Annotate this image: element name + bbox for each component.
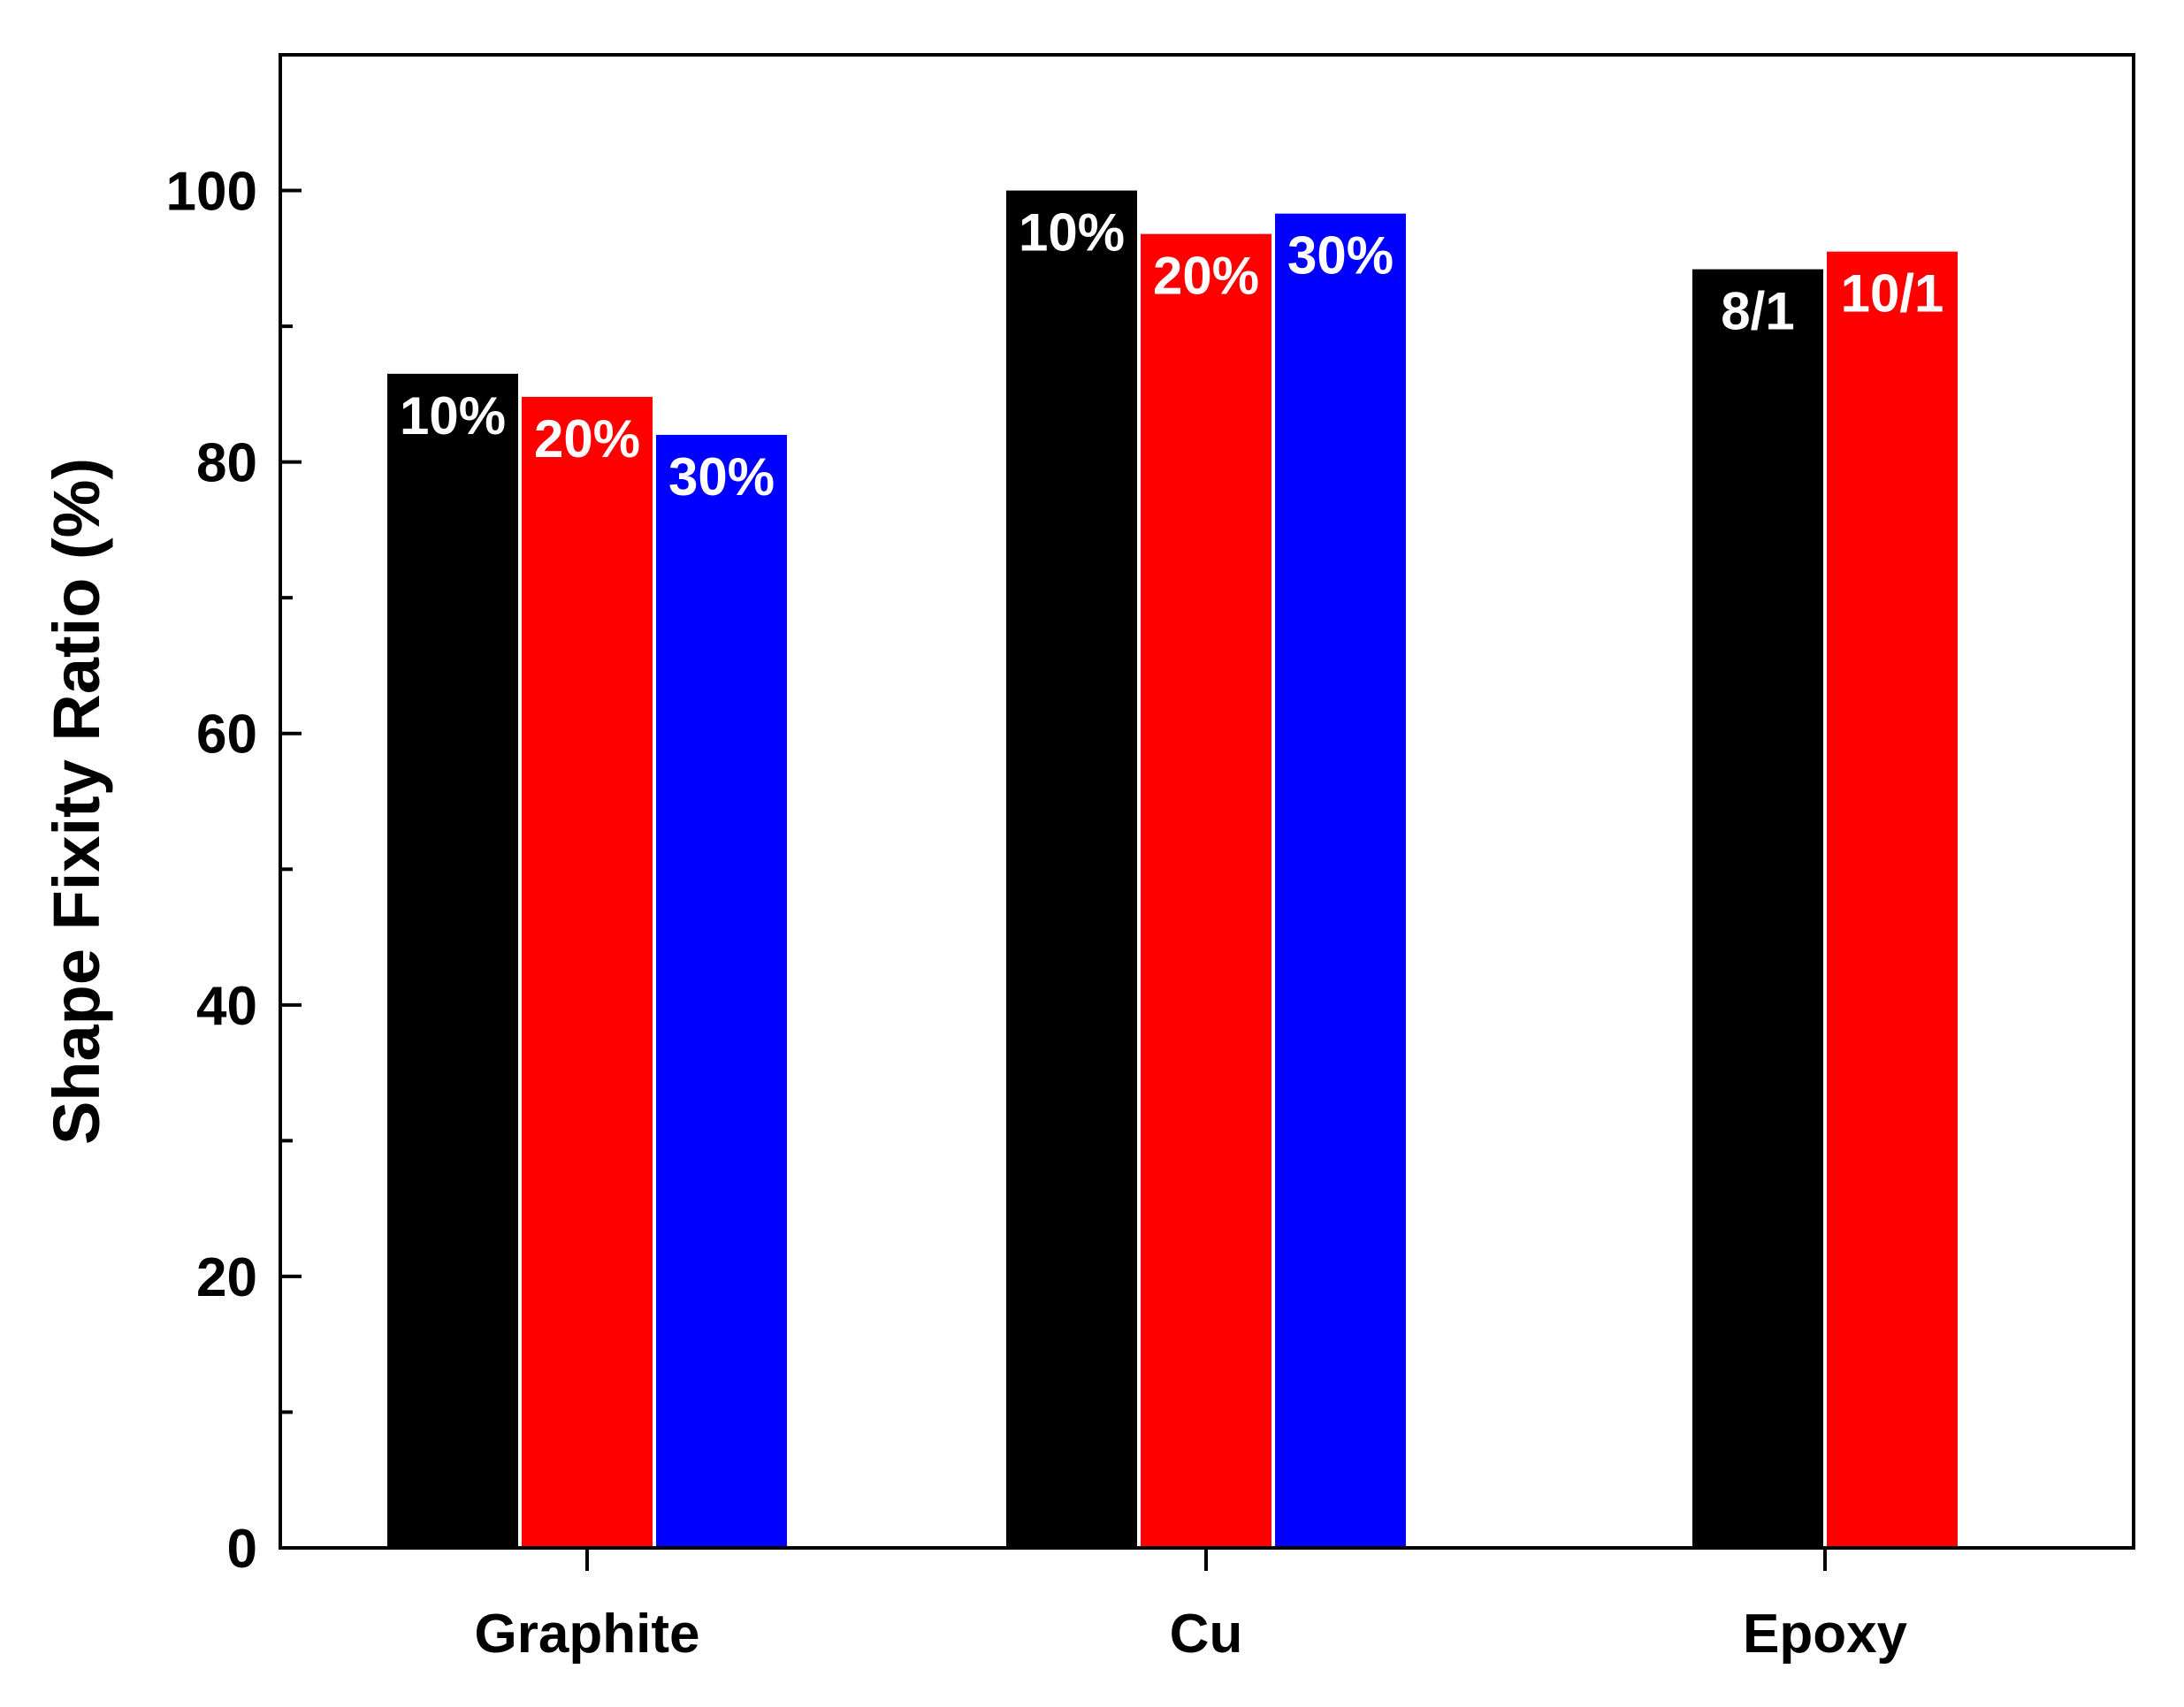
x-tick-label: Epoxy <box>1743 1604 1908 1665</box>
y-axis-title: Shape Fixity Ratio (%) <box>40 458 113 1145</box>
bar-data-label: 20% <box>534 409 640 469</box>
bar-data-label: 8/1 <box>1721 282 1794 341</box>
bars-layer <box>387 190 1958 1549</box>
bar-data-label: 20% <box>1153 247 1259 306</box>
y-tick-label: 20 <box>196 1247 257 1308</box>
bar-data-label: 10/1 <box>1841 264 1944 324</box>
y-tick-label: 0 <box>227 1519 257 1580</box>
x-tick-label: Graphite <box>475 1604 700 1665</box>
bar-epoxy-1 <box>1692 269 1823 1548</box>
bar-data-label: 30% <box>668 447 775 507</box>
bar-graphite-1 <box>387 373 518 1549</box>
y-tick-label: 100 <box>166 162 257 223</box>
bar-graphite-2 <box>522 396 653 1548</box>
bar-cu-2 <box>1141 233 1271 1549</box>
bar-cu-1 <box>1006 190 1137 1549</box>
bar-data-label: 10% <box>1019 203 1125 263</box>
bar-epoxy-2 <box>1827 251 1958 1549</box>
y-axis: 0 20 40 60 80 100 <box>166 53 302 1580</box>
bar-data-label: 10% <box>400 386 506 446</box>
bar-labels-layer: 10% 20% 30% 10% 20% 30% 8/1 10/1 <box>400 203 1943 507</box>
y-tick-label: 80 <box>196 433 257 494</box>
bar-cu-3 <box>1275 213 1406 1548</box>
bar-graphite-3 <box>656 434 787 1549</box>
y-tick-label: 60 <box>196 705 257 766</box>
x-tick-label: Cu <box>1170 1604 1243 1665</box>
x-axis: Graphite Cu Epoxy <box>475 1548 1908 1665</box>
bar-data-label: 30% <box>1287 226 1394 286</box>
y-tick-label: 40 <box>196 976 257 1037</box>
